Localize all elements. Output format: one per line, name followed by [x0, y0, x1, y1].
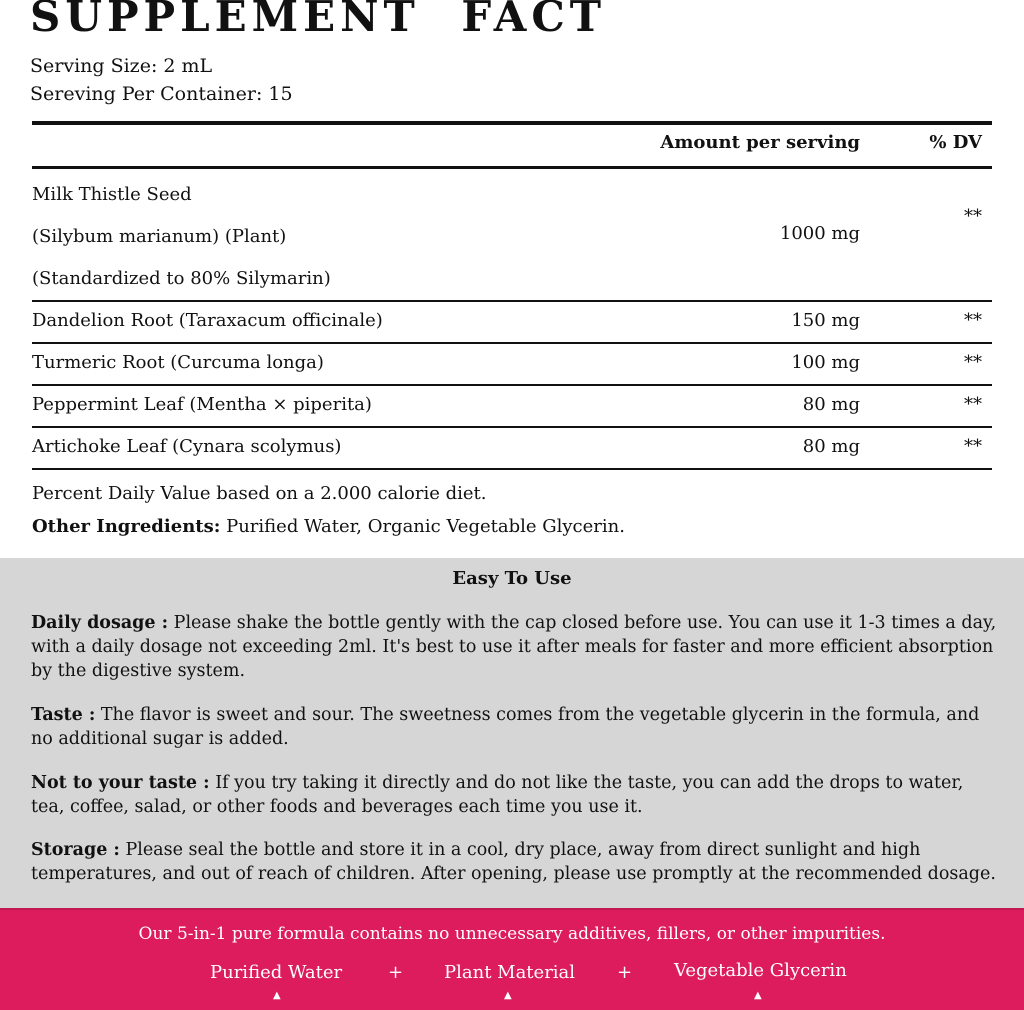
- arrow-up-icon: ▲: [754, 990, 762, 1001]
- ingredient-amount: 100 mg: [791, 352, 860, 373]
- ingredient-dv: **: [964, 436, 982, 457]
- ingredient-name: Milk Thistle Seed: [32, 184, 192, 205]
- usage-section: Easy To Use Daily dosage : Please shake …: [0, 558, 1024, 908]
- arrow-up-icon: ▲: [273, 990, 281, 1001]
- usage-daily-dosage: Daily dosage : Please shake the bottle g…: [31, 611, 1001, 683]
- ingredient-name: Artichoke Leaf (Cynara scolymus): [32, 436, 342, 457]
- dv-header: % DV: [929, 132, 982, 153]
- arrow-up-icon: ▲: [504, 990, 512, 1001]
- divider: [32, 121, 992, 125]
- plus-sign: +: [388, 962, 404, 983]
- ingredient-dv: **: [964, 394, 982, 415]
- serving-size: Serving Size: 2 mL: [30, 55, 213, 77]
- page-title: SUPPLEMENT FACT: [30, 0, 607, 41]
- amount-header: Amount per serving: [660, 132, 860, 153]
- divider: [32, 468, 992, 470]
- ingredient-dv: **: [964, 352, 982, 373]
- ingredient-purified-water: Purified Water: [210, 962, 343, 983]
- ingredient-dv: **: [964, 310, 982, 331]
- ingredient-amount: 1000 mg: [779, 223, 860, 244]
- usage-title: Easy To Use: [452, 568, 572, 589]
- servings-per-container: Sereving Per Container: 15: [30, 83, 293, 105]
- ingredient-amount: 150 mg: [791, 310, 860, 331]
- ingredient-name: (Silybum marianum) (Plant): [32, 226, 287, 247]
- ingredient-name: Turmeric Root (Curcuma longa): [32, 352, 324, 373]
- usage-label: Daily dosage :: [31, 613, 169, 633]
- usage-taste: Taste : The flavor is sweet and sour. Th…: [31, 703, 1001, 751]
- ingredient-name: (Standardized to 80% Silymarin): [32, 268, 331, 289]
- banner-text: Our 5-in-1 pure formula contains no unne…: [138, 924, 886, 944]
- ingredient-dv: **: [964, 206, 982, 227]
- footnote: Percent Daily Value based on a 2.000 cal…: [32, 483, 487, 504]
- usage-text: Please seal the bottle and store it in a…: [31, 840, 996, 884]
- ingredient-name: Dandelion Root (Taraxacum officinale): [32, 310, 383, 331]
- other-ingredients: Other Ingredients: Purified Water, Organ…: [32, 516, 992, 537]
- usage-text: The flavor is sweet and sour. The sweetn…: [31, 705, 980, 749]
- usage-label: Storage :: [31, 840, 120, 860]
- usage-not-to-taste: Not to your taste : If you try taking it…: [31, 771, 1001, 819]
- usage-label: Taste :: [31, 705, 96, 725]
- ingredient-plant-material: Plant Material: [444, 962, 576, 983]
- other-ingredients-value: Purified Water, Organic Vegetable Glycer…: [220, 516, 625, 537]
- formula-banner: Our 5-in-1 pure formula contains no unne…: [0, 908, 1024, 1010]
- ingredient-amount: 80 mg: [802, 436, 860, 457]
- other-ingredients-label: Other Ingredients:: [32, 516, 221, 537]
- ingredient-amount: 80 mg: [802, 394, 860, 415]
- divider: [32, 166, 992, 169]
- usage-text: If you try taking it directly and do not…: [31, 773, 964, 817]
- ingredient-name: Peppermint Leaf (Mentha × piperita): [32, 394, 372, 415]
- divider: [32, 342, 992, 344]
- usage-storage: Storage : Please seal the bottle and sto…: [31, 838, 1001, 886]
- divider: [32, 384, 992, 386]
- usage-text: Please shake the bottle gently with the …: [31, 613, 997, 681]
- usage-label: Not to your taste :: [31, 773, 210, 793]
- divider: [32, 426, 992, 428]
- plus-sign: +: [617, 962, 633, 983]
- ingredient-vegetable-glycerin: Vegetable Glycerin: [674, 960, 847, 981]
- divider: [32, 300, 992, 302]
